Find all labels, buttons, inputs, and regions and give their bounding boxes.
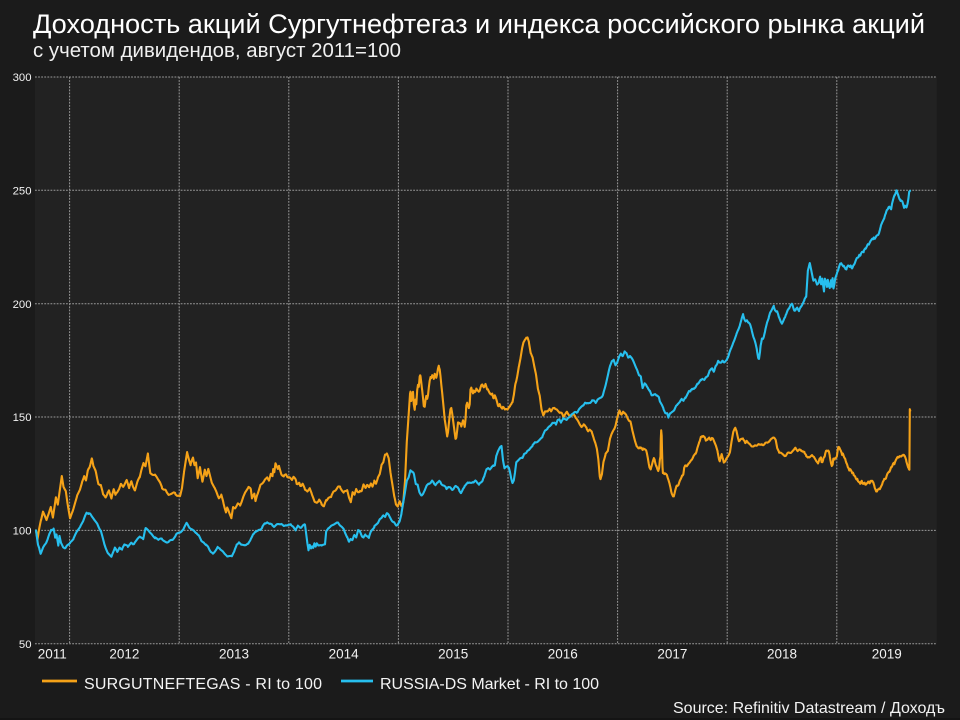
svg-text:SURGUTNEFTEGAS - RI to 100: SURGUTNEFTEGAS - RI to 100 bbox=[84, 676, 322, 693]
svg-text:2013: 2013 bbox=[219, 647, 249, 662]
svg-text:2012: 2012 bbox=[109, 647, 139, 662]
svg-text:Source: Refinitiv Datastream /: Source: Refinitiv Datastream / Доходъ bbox=[673, 700, 945, 717]
svg-text:с учетом дивидендов, август 20: с учетом дивидендов, август 2011=100 bbox=[33, 40, 401, 62]
svg-text:50: 50 bbox=[19, 639, 32, 651]
svg-text:200: 200 bbox=[13, 299, 32, 311]
svg-text:2017: 2017 bbox=[657, 647, 687, 662]
svg-text:2014: 2014 bbox=[329, 647, 360, 662]
svg-text:2018: 2018 bbox=[767, 647, 797, 662]
svg-text:300: 300 bbox=[13, 72, 32, 84]
svg-text:2011: 2011 bbox=[38, 647, 67, 662]
svg-text:2019: 2019 bbox=[872, 647, 902, 662]
svg-text:250: 250 bbox=[13, 186, 32, 198]
svg-text:2015: 2015 bbox=[438, 647, 468, 662]
svg-text:100: 100 bbox=[13, 526, 32, 538]
svg-text:2016: 2016 bbox=[548, 647, 578, 662]
svg-text:RUSSIA-DS Market - RI to 100: RUSSIA-DS Market - RI to 100 bbox=[380, 676, 599, 693]
svg-text:150: 150 bbox=[13, 412, 32, 424]
svg-text:Доходность акций Сургутнефтега: Доходность акций Сургутнефтегаз и индекс… bbox=[33, 8, 925, 39]
